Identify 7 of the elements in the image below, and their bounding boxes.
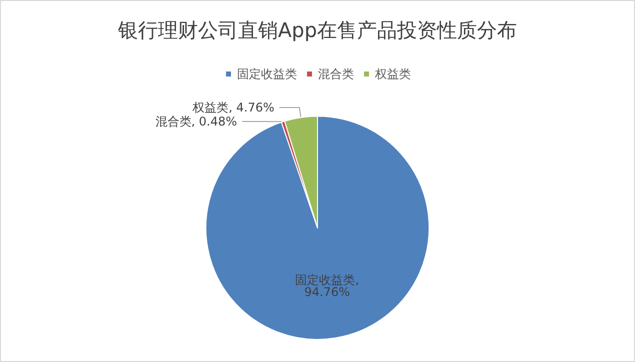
legend-label: 固定收益类 — [237, 67, 297, 81]
legend-label: 混合类 — [318, 67, 354, 81]
data-label: 权益类, 4.76% — [192, 100, 274, 115]
chart-title: 银行理财公司直销App在售产品投资性质分布 — [116, 18, 518, 42]
legend-label: 权益类 — [374, 67, 411, 81]
data-label: 固定收益类, 94.76% — [295, 272, 360, 299]
data-label: 混合类, 0.48% — [155, 114, 237, 129]
